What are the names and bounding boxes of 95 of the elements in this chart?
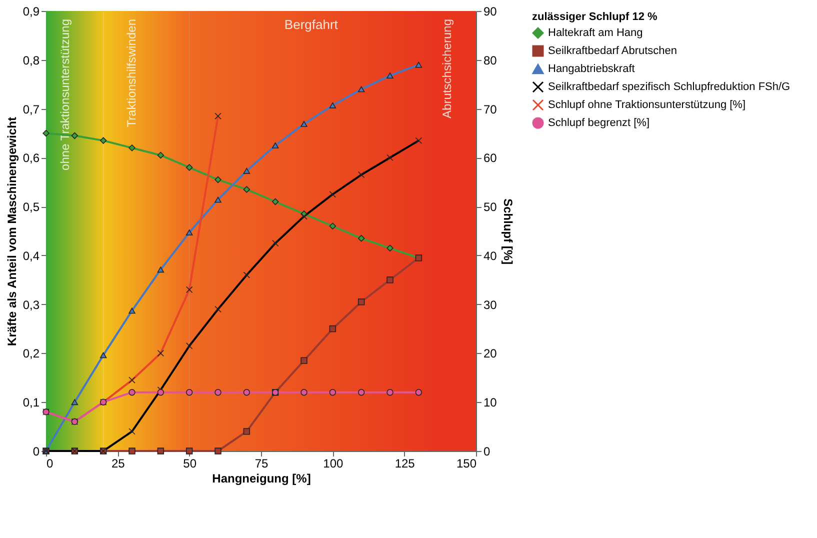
- x-tick-label: 125: [394, 456, 416, 470]
- point: [243, 388, 250, 396]
- y-tick-label: 0,5: [22, 200, 40, 214]
- point: [128, 428, 136, 435]
- y-tick-label: 0,1: [22, 396, 40, 410]
- legend-label: Schlupf ohne Traktionsunterstützung [%]: [548, 99, 746, 111]
- y2-tick-label: 50: [484, 200, 498, 214]
- point: [186, 448, 193, 454]
- point: [128, 388, 136, 396]
- y-tick-label: 0,8: [22, 53, 40, 68]
- point: [243, 272, 250, 278]
- y-tick-label: 0,4: [22, 248, 40, 263]
- point: [329, 222, 336, 230]
- y2-tick-label: 60: [484, 151, 498, 166]
- y2-tick-label: 0: [484, 444, 490, 458]
- point: [214, 306, 222, 313]
- point: [186, 164, 193, 171]
- x-tick-label: 50: [183, 456, 197, 470]
- legend-label: Haltekraft am Hang: [548, 27, 643, 39]
- point: [358, 171, 365, 178]
- point: [358, 298, 365, 306]
- y2-axis-title: Schlupf [%]: [500, 198, 515, 264]
- legend-label: Schlupf begrenzt [%]: [548, 117, 650, 129]
- point: [71, 399, 78, 406]
- band-label: Traktionshilfswinden: [124, 19, 139, 128]
- point: [214, 448, 222, 454]
- y-tick-label: 0,7: [22, 102, 40, 116]
- x-tick-label: 0: [46, 456, 54, 470]
- legend-title: zulässiger Schlupf 12 %: [532, 11, 658, 23]
- y2-tick-label: 30: [484, 298, 498, 312]
- y2-tick-label: 20: [484, 346, 498, 361]
- point: [386, 72, 394, 78]
- point: [272, 198, 279, 206]
- point: [243, 428, 250, 435]
- y2-tick-label: 90: [484, 4, 498, 18]
- point: [186, 230, 193, 236]
- point: [329, 102, 336, 108]
- point: [329, 388, 336, 396]
- point: [272, 240, 279, 247]
- point: [329, 325, 336, 332]
- point: [214, 196, 222, 203]
- point: [300, 357, 308, 364]
- point: [415, 137, 422, 144]
- y-tick-label: 0,6: [22, 151, 40, 166]
- y-tick-label: 0,2: [22, 346, 40, 361]
- point: [157, 266, 164, 273]
- x-axis-title: Hangneigung [%]: [212, 472, 311, 486]
- point: [386, 276, 394, 284]
- legend-label: Seilkraftbedarf spezifisch Schlupfreduktion FSh/G: [548, 81, 790, 93]
- y2-tick-label: 40: [484, 248, 498, 263]
- point: [358, 388, 365, 396]
- point: [386, 244, 394, 252]
- band-label: ohne Traktionsunterstützung: [58, 19, 72, 170]
- y-axis-title: Kräfte als Anteil vom Maschinengewicht: [4, 117, 19, 346]
- point: [42, 130, 50, 137]
- point: [128, 448, 136, 454]
- point: [300, 388, 308, 396]
- x-tick-label: 25: [111, 456, 126, 470]
- point: [415, 388, 422, 396]
- point: [214, 176, 222, 184]
- point: [128, 308, 136, 314]
- y-tick-label: 0: [32, 444, 40, 458]
- x-tick-label: 100: [323, 456, 344, 470]
- point: [415, 62, 422, 68]
- y-tick-label: 0,9: [22, 4, 40, 18]
- y-tick-label: 0,3: [22, 298, 40, 312]
- point: [386, 154, 394, 162]
- point: [71, 132, 78, 140]
- point: [272, 142, 279, 148]
- point: [300, 120, 308, 127]
- point: [300, 212, 308, 220]
- point: [157, 152, 164, 159]
- point: [157, 388, 164, 396]
- legend-label: Seilkraftbedarf Abrutschen: [548, 45, 678, 57]
- point: [100, 137, 107, 144]
- y2-tick-label: 70: [484, 102, 498, 116]
- point: [186, 342, 193, 350]
- point: [214, 388, 222, 396]
- band-label: Bergfahrt: [284, 17, 338, 32]
- point: [243, 186, 250, 193]
- point: [100, 352, 107, 358]
- point: [186, 388, 193, 396]
- point: [386, 388, 394, 396]
- point: [243, 168, 250, 174]
- x-tick-label: 75: [254, 456, 268, 470]
- point: [358, 234, 365, 242]
- y2-tick-label: 10: [484, 396, 498, 410]
- point: [358, 86, 365, 92]
- legend-label: Hangabtriebskraft: [548, 63, 635, 75]
- y2-tick-label: 80: [484, 53, 498, 68]
- point: [128, 144, 136, 152]
- band-label: Abrutschsicherung: [440, 19, 454, 118]
- x-tick-label: 150: [456, 456, 477, 470]
- point: [329, 190, 336, 198]
- point: [157, 448, 164, 454]
